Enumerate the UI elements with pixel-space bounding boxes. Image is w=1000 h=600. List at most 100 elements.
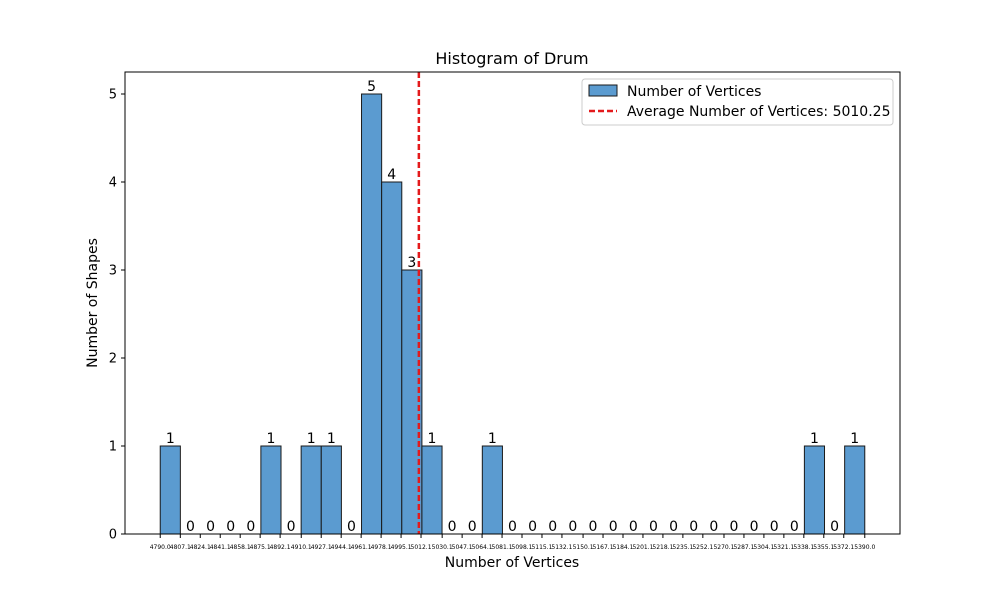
bar-count-label: 0 [347,519,356,535]
bar-count-label: 0 [589,519,598,535]
chart-title: Histogram of Drum [435,49,588,68]
bar-count-label: 0 [609,519,618,535]
x-tick-label: 4978.1 [371,544,392,551]
bar-count-label: 0 [448,519,457,535]
histogram-bar [260,445,282,535]
legend-label-average: Average Number of Vertices: 5010.25 [627,104,890,120]
histogram-bar [320,445,342,535]
bar-count-label: 1 [266,431,275,447]
x-tick-label: 5012.1 [411,544,432,551]
x-tick-label: 4910.1 [291,544,312,551]
bar-count-label: 0 [750,519,759,535]
y-axis-label: Number of Shapes [85,238,101,368]
bar-count-label: 1 [327,431,336,447]
x-tick-label: 5321.1 [773,544,794,551]
x-axis-label: Number of Vertices [445,555,579,571]
y-tick-label: 3 [109,264,117,279]
x-tick-label: 4927.1 [311,544,332,551]
bar-count-label: 0 [629,519,638,535]
x-tick-label: 4824.1 [190,544,211,551]
x-tick-label: 5252.1 [692,544,713,551]
legend: Number of Vertices Average Number of Ver… [581,78,894,126]
x-tick-label: 4807.1 [170,544,191,551]
x-tick-label: 4892.1 [270,544,291,551]
histogram-bar [481,445,503,535]
x-tick-label: 5372.1 [833,544,854,551]
bar-count-label: 0 [709,519,718,535]
bar-count-label: 1 [850,431,859,447]
bar-count-label: 1 [810,431,819,447]
histogram-bar [803,445,826,535]
histogram-bar [361,93,383,535]
bar-count-label: 0 [548,519,557,535]
x-tick-label: 4875.1 [250,544,271,551]
histogram-bar [421,445,443,535]
y-tick-label: 2 [109,352,117,367]
legend-label-bars: Number of Vertices [627,84,761,100]
histogram-bar [300,445,322,535]
bar-count-label: 0 [568,519,577,535]
bar-count-label: 1 [307,431,316,447]
bars-layer [159,93,866,535]
histogram-bar [159,445,181,535]
x-tick-label: 5064.1 [472,544,493,551]
bar-count-label: 0 [770,519,779,535]
bar-count-label: 0 [468,519,477,535]
x-tick-label: 5338.1 [793,544,814,551]
x-tick-label: 4995.1 [391,544,412,551]
histogram-bar [844,445,866,535]
x-tick-label: 5167.1 [593,544,614,551]
bar-count-label: 3 [407,255,416,271]
bar-count-label: 0 [689,519,698,535]
bar-count-label: 1 [488,431,497,447]
legend-box [581,78,894,126]
bar-count-label: 0 [830,519,839,535]
histogram-bar [381,181,403,535]
bar-count-label: 0 [528,519,537,535]
bar-count-label: 1 [428,431,437,447]
x-tick-label: 5047.1 [452,544,473,551]
bar-count-label: 0 [226,519,235,535]
x-tick-label: 5030.1 [432,544,453,551]
x-tick-label: 5150.1 [573,544,594,551]
y-tick-label: 0 [109,528,117,543]
x-tick-label: 5355.1 [813,544,834,551]
x-tick-label: 5304.1 [753,544,774,551]
y-tick-label: 4 [109,176,117,191]
x-tick-label: 4858.1 [230,544,251,551]
x-tick-label: 4841.1 [210,544,231,551]
x-ticks-layer: 4790.0 4807.14824.14841.14858.14875.14892… [150,534,875,551]
x-tick-label: 5287.1 [733,544,754,551]
y-ticks-layer: 0 1 2 3 4 5 [109,88,125,543]
x-tick-label: 5115.1 [531,544,552,551]
x-tick-label: 5132.1 [551,544,572,551]
x-tick-label: 5184.1 [612,544,633,551]
bar-count-label: 1 [166,431,175,447]
x-tick-label: 5235.1 [672,544,693,551]
bar-count-label: 0 [790,519,799,535]
x-tick-label: 4944.1 [331,544,352,551]
plot-frame [124,71,901,535]
x-tick-label: 5081.1 [492,544,513,551]
bar-count-label: 0 [287,519,296,535]
x-tick-label: 5098.1 [512,544,533,551]
x-tick-label: 5270.1 [713,544,734,551]
bar-count-label: 0 [729,519,738,535]
bar-count-label: 0 [508,519,517,535]
bar-count-label: 0 [246,519,255,535]
bar-count-label: 0 [649,519,658,535]
y-tick-label: 1 [109,440,117,455]
y-tick-label: 5 [109,88,117,103]
x-tick-label: 5218.1 [652,544,673,551]
bar-count-label: 0 [206,519,215,535]
bar-count-label: 5 [367,79,376,95]
x-tick-label: 5201.1 [632,544,653,551]
x-tick-label: 4961.1 [351,544,372,551]
bar-count-label: 0 [669,519,678,535]
bar-count-label: 0 [186,519,195,535]
legend-swatch-bars [588,84,618,97]
x-tick-label: 4790.0 [150,544,171,551]
